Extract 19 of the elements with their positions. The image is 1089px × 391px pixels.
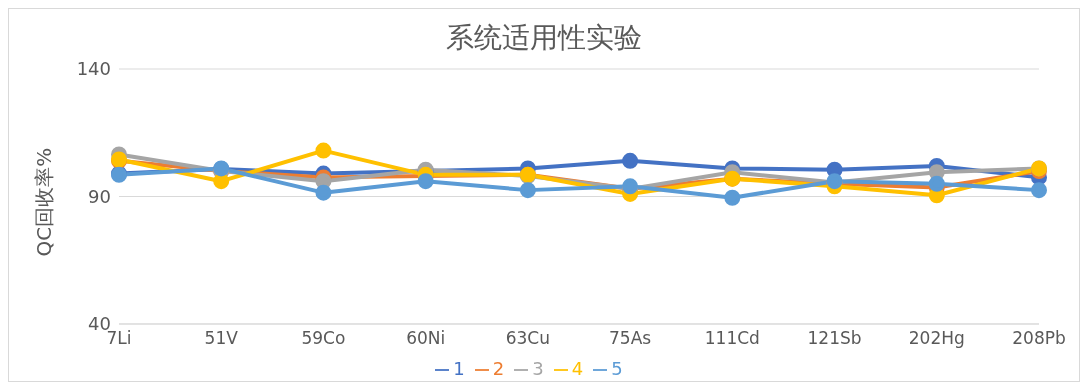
x-tick-label: 202Hg bbox=[908, 328, 965, 349]
x-tick-label: 121Sb bbox=[807, 328, 862, 349]
x-tick-label: 59Co bbox=[301, 328, 346, 349]
x-tick-label: 63Cu bbox=[505, 328, 551, 349]
x-tick-label: 111Cd bbox=[704, 328, 760, 349]
y-tick-label: 40 bbox=[88, 313, 111, 335]
x-tick-label: 208Pb bbox=[1012, 328, 1066, 349]
x-tick-label: 60Ni bbox=[406, 328, 446, 349]
legend-label: 3 bbox=[532, 358, 544, 379]
legend-label: 1 bbox=[453, 358, 465, 379]
legend-label: 5 bbox=[611, 358, 623, 379]
x-tick-label: 51V bbox=[204, 328, 239, 349]
legend-label: 2 bbox=[492, 358, 505, 379]
y-axis-title: QC回收率% bbox=[32, 147, 57, 257]
y-tick-label: 140 bbox=[76, 58, 111, 80]
y-tick-label: 90 bbox=[88, 185, 111, 207]
chart-title: 系统适用性实验 bbox=[445, 20, 643, 56]
x-tick-label: 75As bbox=[609, 328, 652, 349]
legend-label: 4 bbox=[571, 358, 584, 379]
